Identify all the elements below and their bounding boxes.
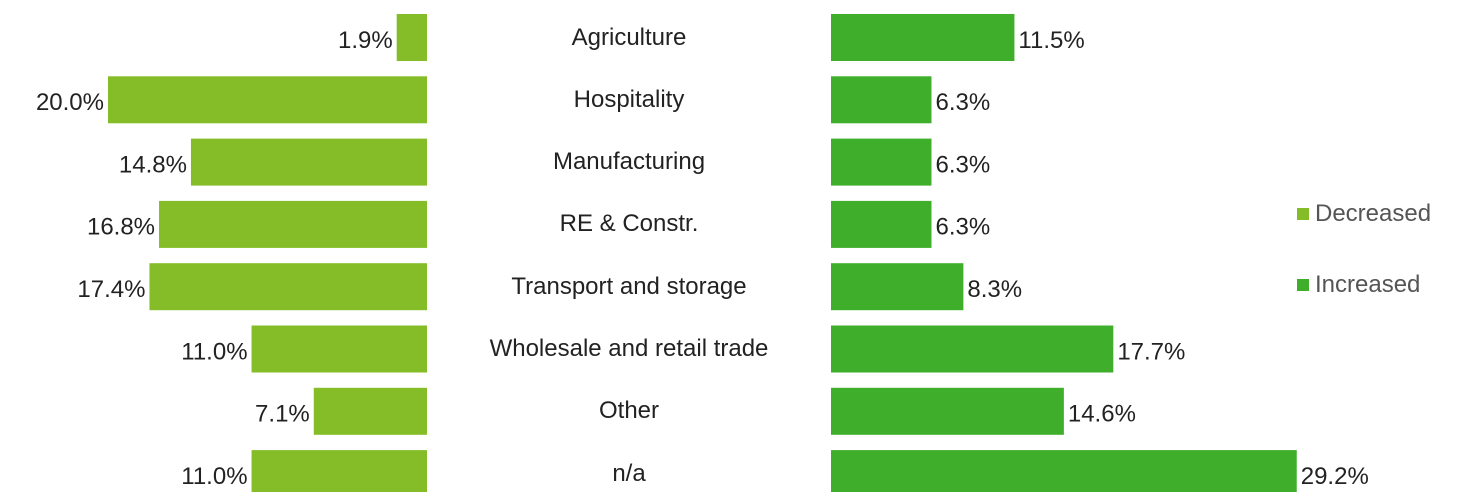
- value-label: 11.0%: [181, 338, 247, 365]
- value-label: 6.3%: [935, 214, 990, 241]
- value-label: 17.7%: [1117, 338, 1185, 365]
- value-label: 11.5%: [1018, 27, 1084, 54]
- bar: [313, 387, 427, 435]
- legend-swatch: [1297, 279, 1309, 291]
- legend-item: Decreased: [1297, 200, 1431, 228]
- bar: [831, 387, 1064, 435]
- value-label: 6.3%: [935, 89, 990, 116]
- bar: [831, 76, 932, 124]
- category-label: n/a: [612, 459, 646, 487]
- category-label: Transport and storage: [511, 272, 747, 300]
- bar: [251, 325, 427, 373]
- bar: [831, 138, 932, 186]
- bar: [831, 14, 1015, 61]
- category-label: RE & Constr.: [559, 210, 699, 238]
- value-label: 20.0%: [36, 89, 104, 116]
- bar: [396, 14, 427, 61]
- legend-label: Decreased: [1315, 200, 1432, 227]
- value-label: 29.2%: [1301, 463, 1369, 490]
- bar: [831, 450, 1297, 492]
- category-label: Hospitality: [573, 85, 685, 113]
- value-label: 14.6%: [1068, 401, 1136, 428]
- bar: [159, 200, 428, 248]
- category-label: Manufacturing: [552, 148, 706, 176]
- bar: [251, 450, 427, 492]
- legend-item: Increased: [1297, 271, 1420, 299]
- bar: [190, 138, 427, 186]
- bar: [149, 263, 427, 311]
- value-label: 6.3%: [935, 151, 990, 178]
- value-label: 11.0%: [181, 463, 247, 490]
- value-label: 14.8%: [119, 151, 187, 178]
- category-label: Other: [598, 397, 660, 425]
- bar: [831, 263, 964, 311]
- value-label: 16.8%: [87, 214, 155, 241]
- bar: [831, 200, 932, 248]
- legend-label: Increased: [1315, 271, 1421, 298]
- category-label: Agriculture: [571, 23, 687, 51]
- value-label: 7.1%: [255, 401, 310, 428]
- bar: [108, 76, 427, 124]
- value-label: 17.4%: [77, 276, 145, 303]
- bar: [831, 325, 1114, 373]
- category-label: Wholesale and retail trade: [489, 335, 769, 362]
- legend-swatch: [1297, 208, 1309, 220]
- value-label: 1.9%: [338, 27, 393, 54]
- value-label: 8.3%: [967, 276, 1022, 303]
